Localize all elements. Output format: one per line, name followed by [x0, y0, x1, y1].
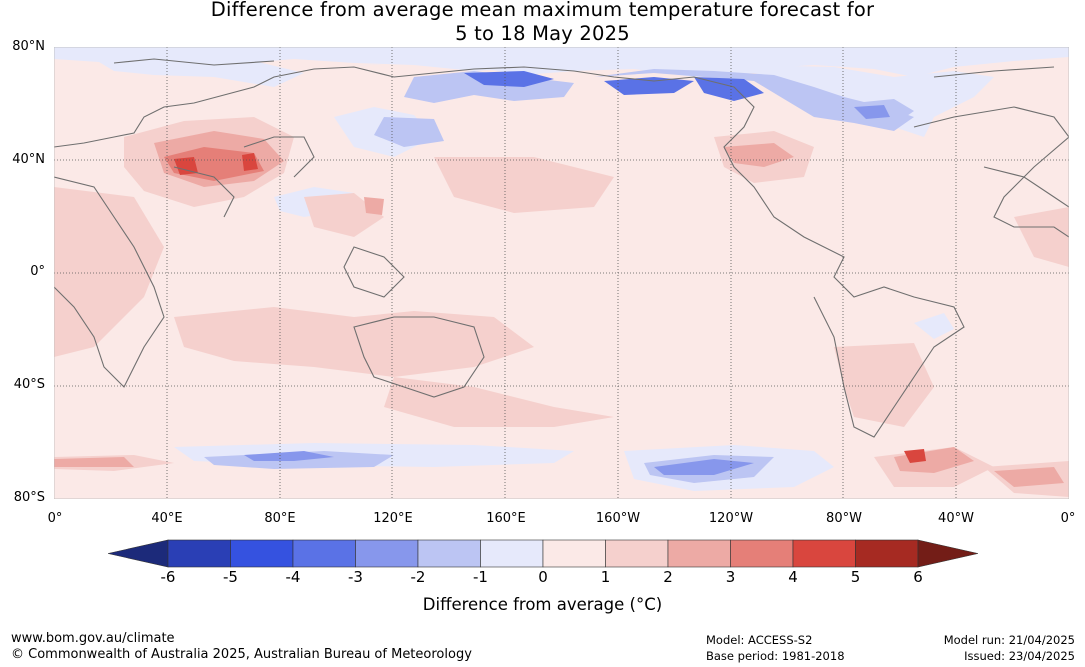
colorbar-label: Difference from average (°C): [422, 595, 663, 614]
title-line-2: 5 to 18 May 2025: [455, 22, 630, 45]
footer-base-period: Base period: 1981-2018: [706, 649, 845, 663]
footer-website: www.bom.gov.au/climate: [11, 631, 175, 646]
lon-label-160e: 160°E: [486, 511, 526, 526]
lon-label-160w: 160°W: [595, 511, 641, 526]
colorbar-tick-label: 1: [600, 568, 611, 586]
colorbar-tick-label: 5: [850, 568, 861, 586]
colorbar-tick-label: -4: [285, 568, 301, 586]
lon-label-0-right: 0°: [1060, 511, 1076, 526]
lon-label-120e: 120°E: [373, 511, 413, 526]
footer-model-run: Model run: 21/04/2025: [943, 633, 1075, 647]
colorbar-segment: [730, 539, 794, 568]
colorbar-tick-label: 3: [725, 568, 736, 586]
colorbar-segment: [480, 539, 544, 568]
lon-label-40w: 40°W: [938, 511, 974, 526]
colorbar-segment: [542, 539, 606, 568]
colorbar-extend-high: [917, 539, 978, 568]
lat-label-0: 0°: [30, 264, 45, 279]
lat-label-80s: 80°S: [13, 490, 45, 505]
footer-copyright: © Commonwealth of Australia 2025, Austra…: [11, 647, 472, 662]
lon-label-0-left: 0°: [47, 511, 63, 526]
colorbar-tick-label: -3: [348, 568, 363, 586]
temperature-anomaly-map: [54, 47, 1069, 499]
colorbar-tick-label: 4: [788, 568, 798, 586]
colorbar-extend-low: [108, 539, 169, 568]
colorbar-tick-label: 6: [913, 568, 923, 586]
colorbar-segment: [667, 539, 731, 568]
lon-label-80e: 80°E: [264, 511, 296, 526]
title-line-1: Difference from average mean maximum tem…: [210, 0, 875, 21]
colorbar-segment: [417, 539, 481, 568]
lat-label-80n: 80°N: [12, 39, 45, 54]
colorbar-segment: [355, 539, 419, 568]
gridlines: [54, 47, 1069, 499]
colorbar-segment: [292, 539, 356, 568]
colorbar-tick-label: 0: [538, 568, 548, 586]
lat-label-40n: 40°N: [12, 152, 45, 167]
lat-label-40s: 40°S: [13, 377, 45, 392]
footer-model: Model: ACCESS-S2: [706, 633, 813, 647]
lon-label-80w: 80°W: [826, 511, 862, 526]
map-svg: [54, 47, 1069, 499]
colorbar-tick-label: -2: [410, 568, 426, 586]
colorbar-tick-label: -6: [160, 568, 176, 586]
colorbar-tick-label: 2: [663, 568, 673, 586]
anomaly-regions-deep-blue: [244, 71, 890, 475]
colorbar-segment: [230, 539, 294, 568]
anomaly-regions-hot: [54, 131, 1064, 487]
colorbar-tick-label: -5: [223, 568, 238, 586]
colorbar-segment: [167, 539, 231, 568]
colorbar-tick-label: -1: [473, 568, 488, 586]
lon-label-120w: 120°W: [708, 511, 754, 526]
lon-label-40e: 40°E: [151, 511, 183, 526]
colorbar-segment: [605, 539, 669, 568]
colorbar: [108, 539, 978, 568]
coastlines: [54, 58, 1069, 438]
footer-issued: Issued: 23/04/2025: [964, 649, 1075, 663]
map-title: Difference from average mean maximum tem…: [0, 0, 1085, 46]
colorbar-segment: [792, 539, 856, 568]
colorbar-segment: [855, 539, 919, 568]
